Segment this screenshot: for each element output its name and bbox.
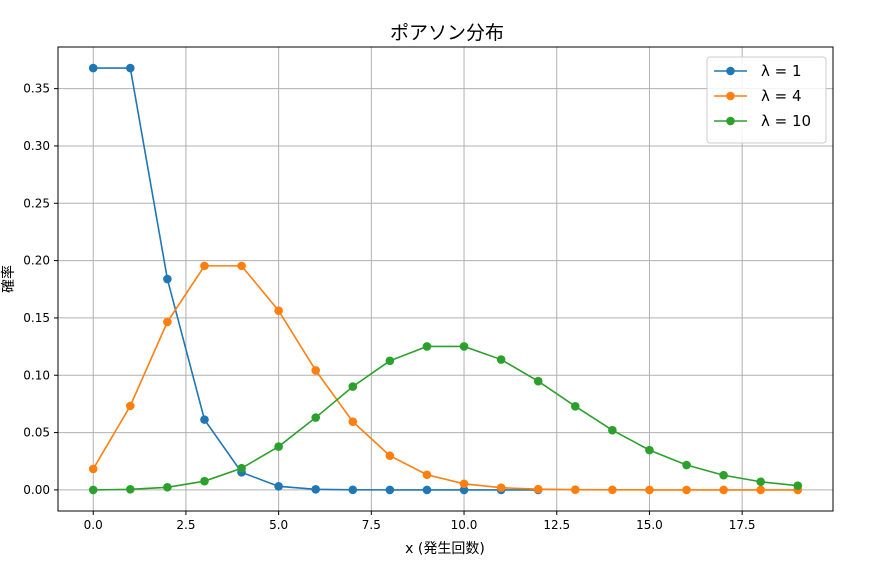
- data-point: [756, 485, 765, 495]
- data-point: [126, 63, 135, 73]
- data-point: [459, 479, 469, 489]
- data-point: [422, 485, 432, 495]
- data-point: [533, 484, 543, 494]
- x-tick-label: 7.5: [362, 518, 381, 532]
- data-point: [163, 274, 172, 284]
- x-tick-label: 5.0: [269, 518, 288, 532]
- legend-marker: [726, 116, 735, 126]
- data-point: [570, 485, 580, 494]
- data-point: [200, 415, 209, 424]
- data-point: [645, 485, 654, 495]
- data-point: [237, 463, 246, 473]
- data-point: [385, 485, 395, 495]
- data-point: [422, 470, 432, 480]
- legend-label: λ = 4: [761, 87, 802, 105]
- y-tick-label: 0.00: [23, 483, 50, 497]
- x-axis: 0.0 2.5 5.0 7.5 10.0 12.5 15.0 17.5: [84, 511, 756, 532]
- data-point: [126, 485, 135, 494]
- data-point: [88, 63, 98, 73]
- y-tick-label: 0.25: [23, 196, 50, 210]
- data-point: [348, 382, 358, 391]
- y-tick-label: 0.10: [23, 368, 50, 382]
- plot-area-frame: [57, 46, 834, 512]
- data-point: [274, 306, 283, 316]
- data-point: [163, 482, 172, 492]
- legend-marker: [726, 66, 735, 76]
- x-tick-label: 0.0: [84, 518, 103, 532]
- data-point: [311, 485, 321, 494]
- data-point: [570, 402, 580, 411]
- data-point: [719, 470, 728, 480]
- data-point: [682, 485, 691, 495]
- data-point: [237, 261, 246, 271]
- legend-entry: λ = 1: [714, 62, 802, 80]
- data-point: [459, 485, 469, 495]
- data-point: [348, 417, 358, 426]
- x-axis-label: x (発生回数): [405, 541, 485, 557]
- data-point: [496, 483, 506, 493]
- series-layer: [88, 63, 803, 495]
- y-axis: 0.00 0.05 0.10 0.15 0.20 0.25 0.30 0.35: [23, 82, 58, 497]
- x-tick-label: 17.5: [729, 518, 756, 532]
- x-tick-label: 10.0: [451, 518, 478, 532]
- data-point: [200, 261, 209, 271]
- data-point: [311, 366, 321, 375]
- data-point: [756, 477, 765, 487]
- legend-label: λ = 1: [761, 62, 802, 80]
- data-point: [126, 401, 135, 411]
- data-point: [348, 485, 358, 495]
- legend-entry: λ = 10: [714, 112, 811, 130]
- y-tick-label: 0.05: [23, 426, 50, 440]
- data-point: [200, 476, 209, 486]
- x-tick-label: 15.0: [636, 518, 663, 532]
- legend-entry: λ = 4: [714, 87, 802, 105]
- data-point: [88, 464, 98, 474]
- data-point: [793, 481, 803, 490]
- legend-label: λ = 10: [761, 112, 811, 130]
- series-3: [88, 342, 803, 495]
- x-tick-label: 12.5: [543, 518, 570, 532]
- data-point: [645, 445, 654, 455]
- series-line: [92, 265, 798, 491]
- series-line: [93, 345, 798, 491]
- y-tick-label: 0.30: [23, 139, 50, 153]
- data-point: [459, 342, 469, 351]
- data-point: [719, 485, 728, 495]
- data-point: [608, 485, 617, 495]
- data-point: [608, 425, 617, 435]
- y-tick-label: 0.15: [23, 311, 50, 325]
- y-tick-label: 0.35: [23, 82, 50, 96]
- data-point: [88, 485, 98, 495]
- data-point: [533, 376, 543, 386]
- x-tick-label: 2.5: [176, 518, 195, 532]
- data-point: [274, 442, 283, 451]
- y-axis-label: 確率: [0, 265, 17, 293]
- chart-title: ポアソン分布: [390, 22, 504, 44]
- legend-marker: [726, 91, 735, 101]
- data-point: [311, 413, 321, 422]
- y-tick-label: 0.20: [23, 254, 50, 268]
- data-point: [422, 342, 432, 351]
- data-point: [163, 317, 172, 327]
- data-point: [385, 356, 395, 366]
- legend: λ = 1 λ = 4 λ = 10: [706, 56, 827, 144]
- data-point: [682, 460, 691, 470]
- data-point: [496, 355, 506, 364]
- data-point: [274, 482, 283, 491]
- data-point: [385, 451, 395, 461]
